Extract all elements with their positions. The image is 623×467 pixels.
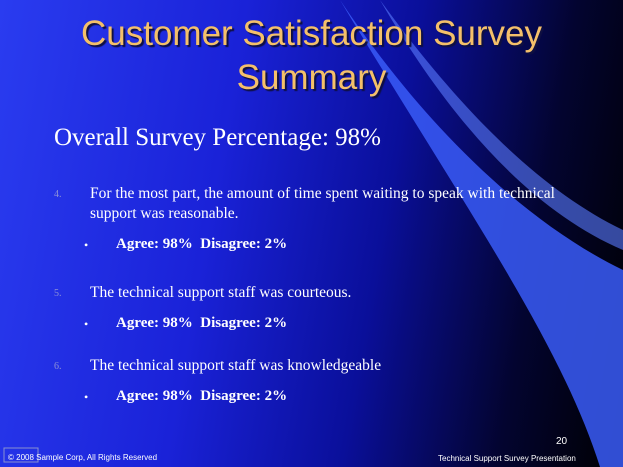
bullet: •	[84, 390, 89, 404]
item-text: The technical support staff was knowledg…	[90, 357, 382, 374]
item-result: Agree: 98% Disagree: 2%	[116, 236, 288, 252]
page-number: 20	[556, 436, 568, 447]
item-text: For the most part, the amount of time sp…	[90, 185, 555, 222]
copyright: © 2008 Sample Corp, All Rights Reserved	[8, 453, 158, 462]
item-number: 6.	[54, 361, 62, 372]
title-line: Customer Satisfaction Survey	[80, 14, 542, 53]
item-result: Agree: 98% Disagree: 2%	[116, 315, 288, 331]
item-text: The technical support staff was courteou…	[90, 284, 352, 301]
item-number: 5.	[54, 288, 62, 299]
item-result: Agree: 98% Disagree: 2%	[116, 388, 288, 404]
subtitle: Overall Survey Percentage: 98%	[54, 124, 381, 151]
bullet: •	[84, 238, 89, 252]
bullet: •	[84, 317, 89, 331]
presentation-name: Technical Support Survey Presentation	[438, 454, 576, 463]
item-number: 4.	[54, 189, 62, 200]
title-line: Summary	[236, 58, 387, 97]
